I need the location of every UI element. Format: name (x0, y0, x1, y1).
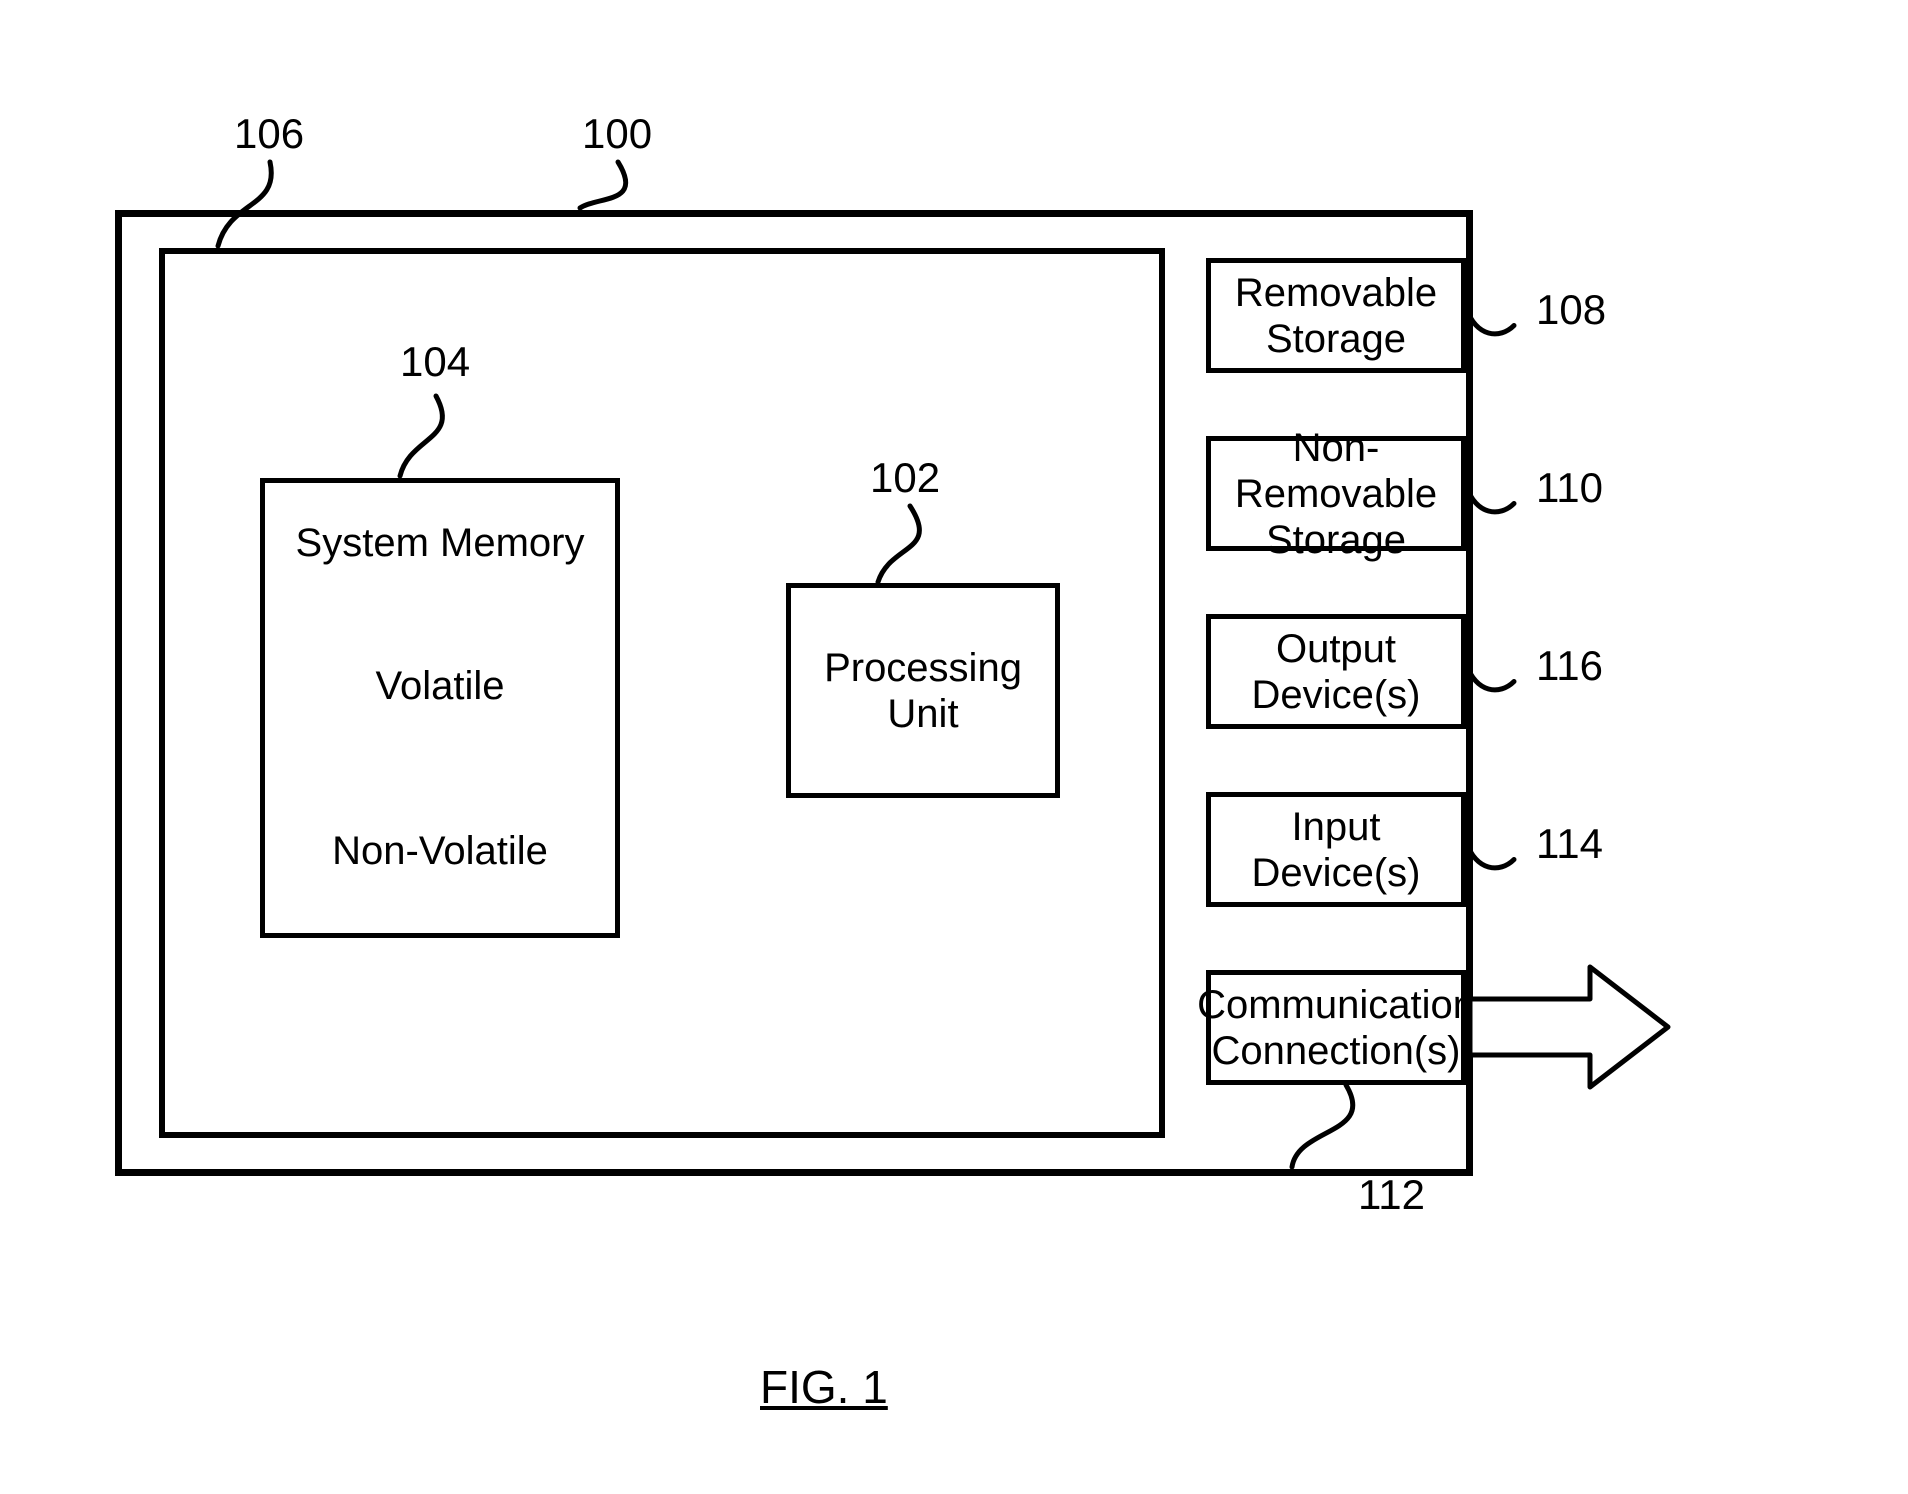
memory-cell-2: Non-Volatile (260, 768, 620, 938)
side-block-4-label: CommunicationConnection(s) (1197, 982, 1475, 1074)
ref-106: 106 (234, 110, 304, 158)
memory-cell-2-label: Non-Volatile (332, 828, 548, 874)
ref-102: 102 (870, 454, 940, 502)
memory-cell-0: System Memory (260, 478, 620, 608)
ref-100: 100 (582, 110, 652, 158)
ref-114: 114 (1536, 820, 1603, 868)
processing-unit: ProcessingUnit (786, 583, 1060, 798)
ref-104: 104 (400, 338, 470, 386)
side-block-3: Input Device(s) (1206, 792, 1466, 907)
side-block-2: Output Device(s) (1206, 614, 1466, 729)
side-block-0: RemovableStorage (1206, 258, 1466, 373)
arrow-icon (1470, 967, 1668, 1087)
diagram-stage: System Memory Volatile Non-Volatile Process… (0, 0, 1908, 1494)
figure-label: FIG. 1 (760, 1360, 888, 1414)
ref-108: 108 (1536, 286, 1606, 334)
memory-cell-1-label: Volatile (376, 663, 505, 709)
memory-cell-0-label: System Memory (296, 520, 585, 566)
side-block-1: Non-RemovableStorage (1206, 436, 1466, 551)
ref-112: 112 (1358, 1171, 1425, 1219)
ref-110: 110 (1536, 464, 1603, 512)
side-block-4: CommunicationConnection(s) (1206, 970, 1466, 1085)
side-block-1-label: Non-RemovableStorage (1211, 425, 1461, 563)
ref-116: 116 (1536, 642, 1603, 690)
side-block-0-label: RemovableStorage (1235, 270, 1437, 362)
processing-unit-label: ProcessingUnit (824, 645, 1022, 737)
side-block-2-label: Output Device(s) (1211, 626, 1461, 718)
side-block-3-label: Input Device(s) (1211, 804, 1461, 896)
memory-cell-1: Volatile (260, 603, 620, 773)
